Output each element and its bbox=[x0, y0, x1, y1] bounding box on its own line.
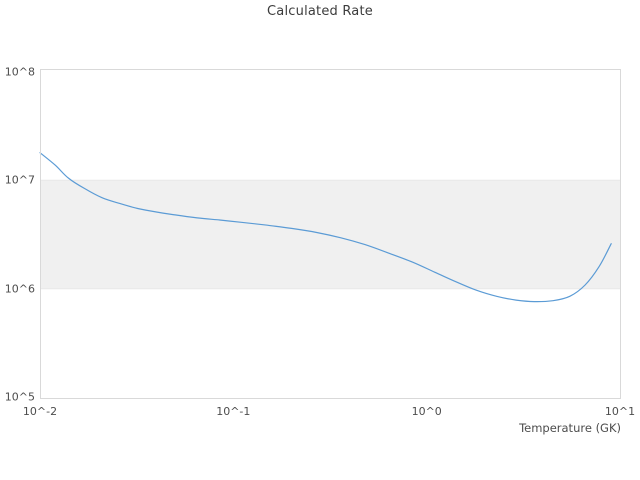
y-tick-label-105: 10^5 bbox=[4, 390, 35, 404]
y-tick-label-106: 10^6 bbox=[4, 282, 35, 296]
x-tick-label-101: 10^1 bbox=[604, 405, 636, 418]
x-axis-title: Temperature (GK) bbox=[519, 421, 621, 435]
x-tick-label-10-1: 10^-1 bbox=[216, 405, 251, 418]
rate-curve bbox=[39, 152, 612, 303]
plot-border bbox=[40, 69, 621, 399]
x-tick-label-10-2: 10^-2 bbox=[22, 405, 58, 418]
x-tick-label-100: 10^0 bbox=[411, 405, 442, 418]
y-tick-label-108: 10^8 bbox=[4, 65, 35, 79]
chart-title: Calculated Rate bbox=[267, 4, 373, 19]
plot-band bbox=[40, 180, 620, 289]
y-tick-label-107: 10^7 bbox=[4, 173, 35, 187]
